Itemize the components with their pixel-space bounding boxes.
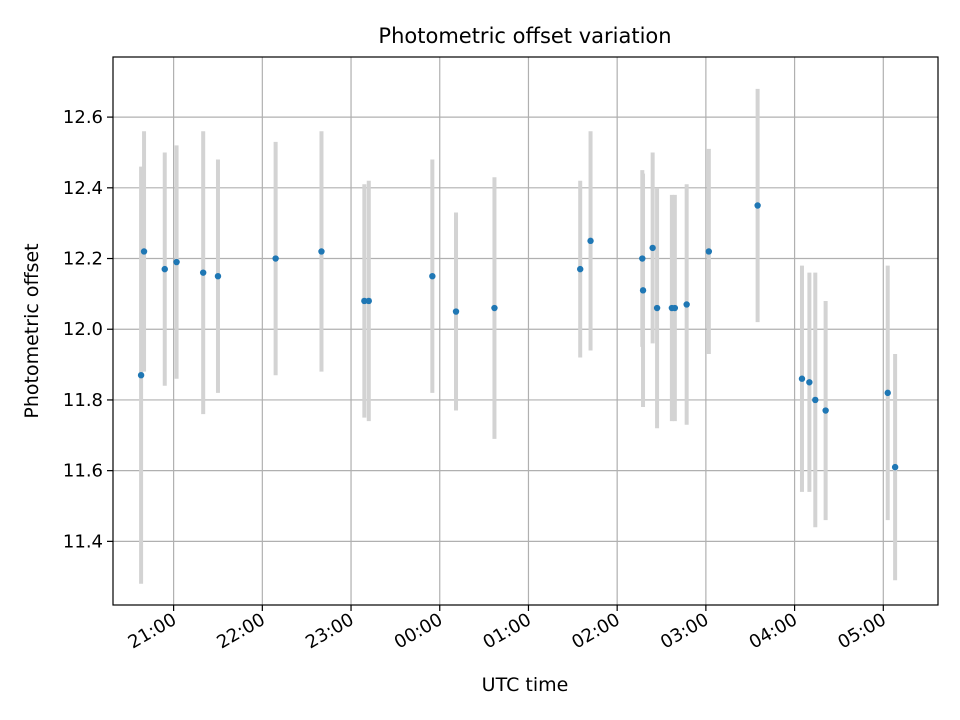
data-point [452, 308, 460, 315]
data-point [137, 371, 145, 379]
y-tick-label: 12.2 [63, 249, 103, 270]
y-tick-label: 12.6 [63, 107, 103, 128]
data-point [639, 255, 646, 262]
data-point [639, 287, 647, 294]
data-point [649, 244, 656, 252]
data-point [161, 265, 168, 273]
y-tick-label: 11.6 [63, 461, 103, 482]
y-tick-label: 12.0 [63, 319, 103, 340]
data-point [577, 265, 584, 273]
y-axis-label: Photometric offset [21, 243, 43, 418]
data-point [653, 304, 661, 312]
data-point [806, 379, 813, 386]
data-point [318, 248, 325, 255]
data-point [822, 407, 829, 414]
y-tick-label: 11.8 [63, 390, 103, 411]
data-points [137, 202, 899, 471]
data-point [272, 255, 279, 262]
plot-frame [112, 56, 939, 606]
y-tick-label: 11.4 [63, 531, 103, 552]
data-point [361, 297, 368, 305]
data-point [140, 248, 148, 255]
data-point [671, 304, 679, 312]
data-point [429, 273, 436, 280]
y-axis-ticks: 11.4 11.6 11.8 12.0 12.2 12.4 12.6 [63, 107, 113, 552]
x-axis-label: UTC time [482, 674, 569, 696]
data-point [891, 463, 899, 471]
data-point [365, 297, 372, 305]
data-point [491, 304, 498, 312]
data-point [812, 396, 819, 404]
data-point [754, 202, 761, 209]
data-point [199, 269, 207, 276]
data-point [683, 301, 690, 308]
data-point [884, 389, 891, 397]
data-point [798, 375, 806, 382]
chart-title: Photometric offset variation [378, 24, 671, 48]
data-point [587, 237, 594, 245]
data-point [705, 248, 713, 255]
data-point [173, 258, 180, 266]
data-point [214, 273, 222, 280]
y-tick-label: 12.4 [63, 178, 103, 199]
